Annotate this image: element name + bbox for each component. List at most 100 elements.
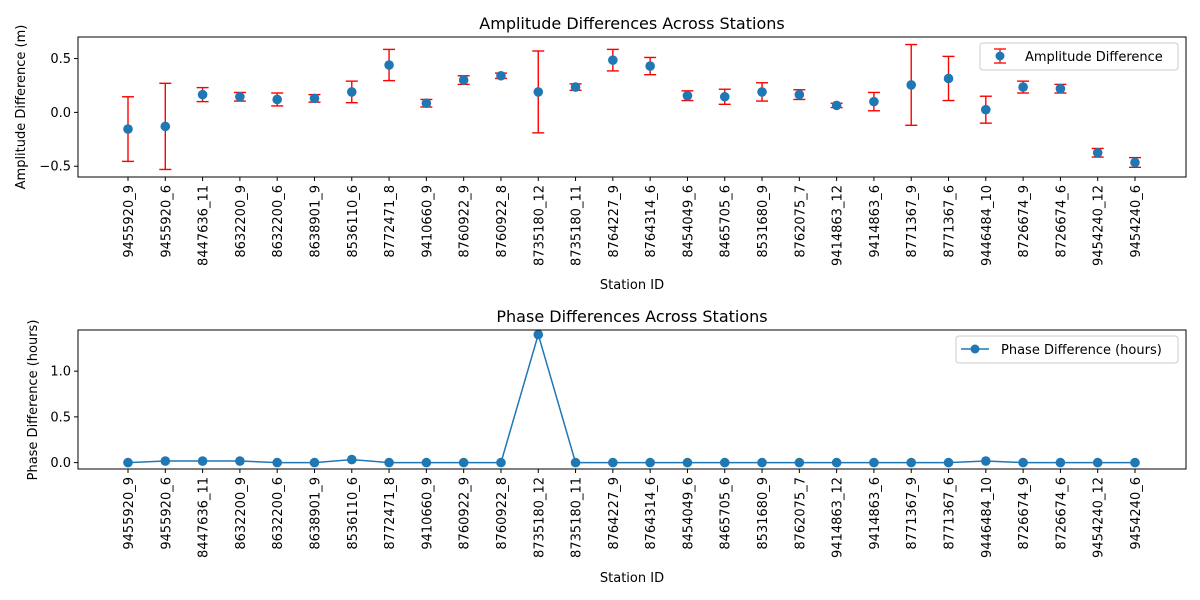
phase-point — [272, 457, 282, 468]
x-tick-label: 8632200_6 — [271, 185, 286, 258]
phase-panel: Phase Differences Across Stations 0.0 0.5… — [26, 307, 1187, 586]
amplitude-plot-frame — [77, 36, 1187, 178]
phase-legend: Phase Difference (hours) — [955, 335, 1179, 364]
amplitude-marks — [122, 43, 1141, 171]
phase-x-axis-label: Station ID — [600, 571, 664, 586]
x-tick-label: 9454240_12 — [1092, 185, 1107, 266]
x-tick-label: 8764227_9 — [607, 185, 622, 258]
amplitude-y-ticks: −0.5 0.0 0.5 — [39, 52, 78, 175]
amplitude-point — [831, 100, 842, 111]
phase-point — [384, 457, 394, 468]
amplitude-point — [384, 60, 394, 70]
amplitude-point — [496, 70, 506, 81]
x-tick-label: 8536110_6 — [346, 185, 361, 258]
amplitude-point — [719, 91, 730, 102]
x-tick-label: 8735180_11 — [570, 477, 585, 558]
phase-marks — [123, 329, 1140, 468]
x-tick-label: 8735180_12 — [532, 477, 547, 558]
y-tick-label: −0.5 — [39, 160, 71, 175]
amplitude-point — [981, 104, 991, 115]
amplitude-point — [346, 87, 357, 97]
phase-point — [682, 457, 693, 468]
amplitude-point — [123, 124, 133, 134]
amplitude-point — [869, 96, 879, 107]
y-tick-label: 0.5 — [50, 52, 71, 67]
x-tick-label: 8454049_6 — [681, 477, 696, 550]
x-tick-label: 9414863_12 — [831, 477, 846, 558]
x-tick-label: 8536110_6 — [346, 477, 361, 550]
phase-x-ticks: 9455920_9 9455920_6 8447636_11 8632200_9 863… — [122, 469, 1144, 558]
x-tick-label: 8638901_9 — [308, 185, 323, 258]
legend-marker — [995, 51, 1005, 61]
x-tick-label: 9455920_6 — [159, 185, 174, 258]
y-tick-label: 0.5 — [50, 410, 71, 425]
y-tick-label: 1.0 — [50, 365, 71, 380]
amplitude-point — [757, 87, 767, 97]
amplitude-point — [906, 80, 917, 90]
x-tick-label: 8760922_8 — [495, 477, 510, 550]
x-tick-label: 8726674_9 — [1017, 477, 1032, 550]
x-tick-label: 8465705_6 — [719, 477, 734, 550]
x-tick-label: 9410660_9 — [420, 477, 435, 550]
phase-point — [869, 457, 879, 468]
phase-point — [757, 457, 767, 468]
phase-chart-title: Phase Differences Across Stations — [496, 307, 767, 326]
amplitude-point — [197, 89, 208, 100]
phase-y-axis-label: Phase Difference (hours) — [26, 320, 41, 481]
amplitude-point — [794, 89, 805, 100]
phase-point — [346, 454, 357, 465]
x-tick-label: 8764227_9 — [607, 477, 622, 550]
x-tick-label: 9454240_6 — [1129, 185, 1144, 258]
x-tick-label: 8764314_6 — [644, 477, 659, 550]
x-tick-label: 8632200_6 — [271, 477, 286, 550]
phase-point — [943, 457, 954, 468]
x-tick-label: 8771367_6 — [943, 185, 958, 258]
x-tick-label: 9455920_9 — [122, 477, 137, 550]
amplitude-point — [235, 91, 245, 102]
amplitude-y-axis-label: Amplitude Difference (m) — [14, 25, 29, 190]
phase-point — [421, 457, 432, 468]
phase-point — [906, 457, 917, 468]
phase-legend-box — [955, 335, 1179, 364]
phase-point — [794, 457, 805, 468]
phase-point — [1018, 457, 1028, 468]
x-tick-label: 8638901_9 — [308, 477, 323, 550]
phase-point — [160, 456, 171, 466]
x-tick-label: 9414863_12 — [831, 185, 846, 266]
x-tick-label: 8465705_6 — [719, 185, 734, 258]
phase-point — [309, 457, 320, 468]
amplitude-point — [682, 90, 693, 101]
amplitude-point — [458, 75, 469, 85]
phase-point — [197, 456, 208, 466]
amplitude-point — [943, 73, 954, 84]
phase-series-line — [127, 331, 1135, 464]
phase-legend-label: Phase Difference (hours) — [1001, 343, 1162, 358]
x-tick-label: 8726674_9 — [1017, 185, 1032, 258]
x-tick-label: 9414863_6 — [868, 477, 883, 550]
amplitude-point — [421, 98, 432, 109]
x-tick-label: 9454240_12 — [1092, 477, 1107, 558]
amplitude-point — [160, 121, 171, 132]
phase-plot-frame — [77, 329, 1187, 470]
phase-point — [458, 457, 469, 468]
x-tick-label: 8762075_7 — [793, 185, 808, 258]
x-tick-label: 8726674_6 — [1054, 477, 1069, 550]
x-tick-label: 9446484_10 — [980, 185, 995, 266]
amplitude-point — [1130, 157, 1140, 168]
phase-y-ticks: 0.0 0.5 1.0 — [50, 365, 78, 471]
x-tick-label: 8772471_8 — [383, 185, 398, 258]
x-tick-label: 8447636_11 — [197, 477, 212, 558]
y-tick-label: 0.0 — [50, 106, 71, 121]
phase-point — [1130, 457, 1140, 468]
x-tick-label: 8760922_9 — [458, 477, 473, 550]
x-tick-label: 8771367_9 — [905, 477, 920, 550]
x-tick-label: 8762075_7 — [793, 477, 808, 550]
amplitude-point — [1092, 147, 1103, 158]
phase-point — [533, 329, 544, 340]
x-tick-label: 8772471_8 — [383, 477, 398, 550]
phase-point — [719, 457, 730, 468]
x-tick-label: 9414863_6 — [868, 185, 883, 258]
x-tick-label: 8726674_6 — [1054, 185, 1069, 258]
